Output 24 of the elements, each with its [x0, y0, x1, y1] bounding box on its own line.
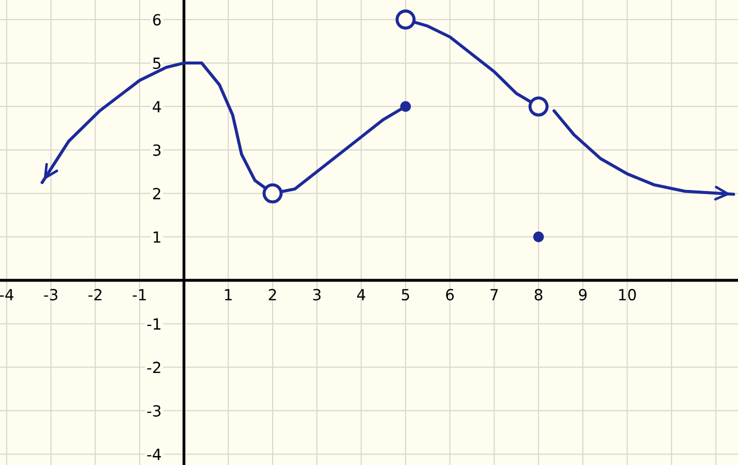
y-tick-label: 6	[153, 14, 161, 26]
x-tick-label: -1	[132, 289, 146, 300]
y-tick-label: 2	[153, 188, 160, 200]
x-tick-label: 10	[619, 288, 636, 300]
x-tick-label: -4	[0, 289, 14, 300]
x-tick-label: 6	[446, 288, 454, 300]
x-tick-label: -2	[88, 288, 102, 300]
x-tick-label: 2	[268, 288, 276, 300]
y-tick-label: 4	[152, 101, 161, 112]
y-tick-label: 5	[153, 58, 160, 70]
x-tick-label: 1	[225, 289, 232, 300]
x-tick-label: 8	[534, 288, 542, 300]
x-tick-label: 3	[313, 288, 321, 300]
y-tick-label: -4	[147, 448, 161, 460]
y-tick-label: 1	[154, 232, 160, 243]
x-tick-label: 5	[402, 289, 410, 300]
x-tick-label: 9	[578, 288, 587, 300]
x-tick-label: 4	[357, 289, 366, 300]
x-tick-label: 7	[490, 289, 498, 300]
y-tick-label: 3	[153, 144, 160, 156]
y-tick-label: -1	[147, 318, 160, 330]
y-tick-label: -2	[147, 362, 160, 374]
y-tick-label: -3	[147, 405, 160, 417]
x-tick-label: -3	[44, 288, 58, 300]
